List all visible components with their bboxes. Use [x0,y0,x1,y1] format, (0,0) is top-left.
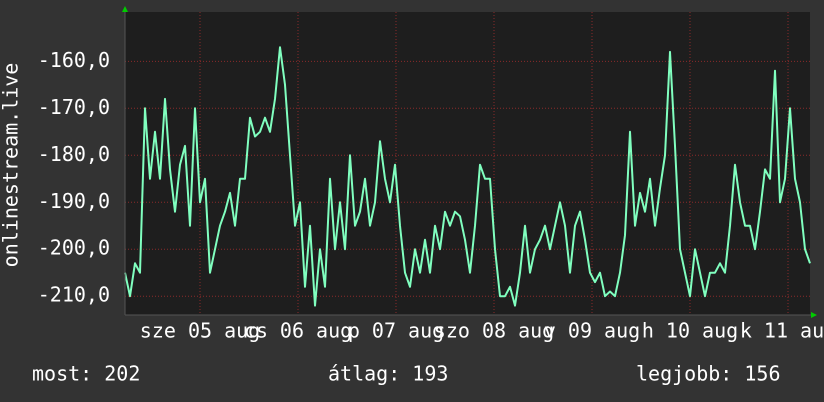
x-arrow [811,312,817,318]
y-tick-label: -200,0 [38,236,110,260]
y-tick-label: -210,0 [38,283,110,307]
y-arrow [122,6,128,12]
x-tick-label: szo 08 aug [434,319,554,343]
plot-area [125,12,810,315]
x-tick-label: v 09 aug [544,319,640,343]
y-tick-label: -180,0 [38,142,110,166]
x-tick-label: sze 05 aug [140,319,260,343]
plot: -160,0 -170,0 -180,0 -190,0 -200,0 -210,0 sze … [38,12,824,343]
x-tick-label: cs 06 aug [244,319,352,343]
y-tick-label: -160,0 [38,48,110,72]
footer-best: legjobb: 156 [636,362,781,386]
x-tick-label: p 07 aug [348,319,444,343]
footer-now: most: 202 [32,362,140,386]
y-axis-title: onlinestream.live [0,63,23,268]
data-line [124,46,811,307]
x-tick-label: h 10 aug [642,319,738,343]
y-tick-label: -190,0 [38,189,110,213]
footer-average: átlag: 193 [328,362,448,386]
y-tick-label: -170,0 [38,95,110,119]
x-tick-label: k 11 aug [740,319,824,343]
